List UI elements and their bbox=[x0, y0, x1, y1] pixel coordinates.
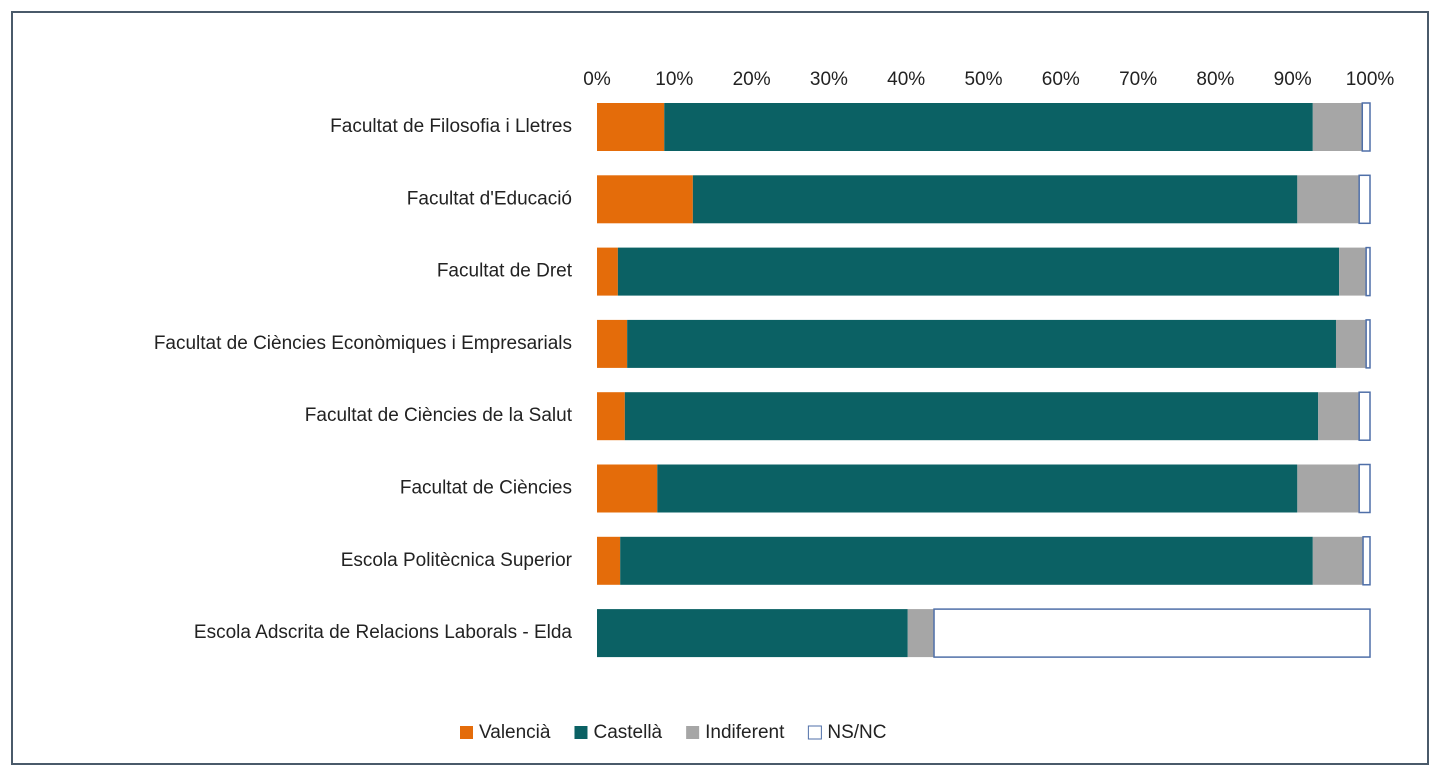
bar-segment bbox=[692, 175, 1298, 224]
bar-segment bbox=[597, 319, 628, 368]
bar-segment bbox=[1312, 103, 1363, 151]
bar-segment bbox=[1362, 536, 1371, 586]
bar-segment bbox=[597, 247, 618, 296]
x-tick-label: 90% bbox=[1274, 69, 1312, 90]
bar-segment bbox=[620, 536, 1313, 585]
x-tick-label: 0% bbox=[583, 69, 611, 90]
y-tick-label: Facultat de Filosofia i Lletres bbox=[330, 116, 572, 137]
x-tick-label: 10% bbox=[655, 69, 693, 90]
legend-label: Valencià bbox=[479, 722, 551, 743]
x-tick-label: 100% bbox=[1346, 69, 1395, 90]
y-tick-label: Facultat de Ciències de la Salut bbox=[305, 405, 573, 426]
bar-segment bbox=[597, 392, 625, 441]
bar-segment bbox=[624, 392, 1319, 441]
bar-segment bbox=[664, 103, 1313, 151]
x-tick-label: 60% bbox=[1042, 69, 1080, 90]
bar-segment bbox=[1358, 391, 1371, 441]
x-tick-label: 20% bbox=[733, 69, 771, 90]
bar-segment bbox=[597, 464, 658, 513]
bar-segment bbox=[1365, 319, 1371, 369]
y-tick-label: Escola Adscrita de Relacions Laborals - … bbox=[194, 622, 573, 643]
y-tick-label: Facultat de Ciències Econòmiques i Empre… bbox=[154, 333, 572, 354]
bar-segment bbox=[617, 247, 1340, 296]
x-tick-label: 40% bbox=[887, 69, 925, 90]
legend-swatch bbox=[807, 725, 822, 740]
legend-swatch bbox=[574, 726, 588, 739]
legend-label: Indiferent bbox=[705, 722, 785, 743]
y-tick-label: Facultat de Dret bbox=[437, 261, 573, 282]
bar-segment bbox=[1358, 463, 1371, 514]
bar-segment bbox=[597, 609, 908, 658]
legend-label: Castellà bbox=[593, 722, 662, 743]
x-tick-label: 80% bbox=[1196, 69, 1234, 90]
bar-segment bbox=[1318, 392, 1360, 441]
bar-segment bbox=[1361, 102, 1371, 152]
bar-segment bbox=[907, 609, 935, 658]
bar-segment bbox=[1312, 536, 1364, 585]
y-tick-label: Facultat de Ciències bbox=[400, 478, 572, 499]
bar-segment bbox=[657, 464, 1298, 513]
x-tick-label: 50% bbox=[964, 69, 1002, 90]
bar-segment bbox=[627, 319, 1336, 368]
x-tick-label: 30% bbox=[810, 69, 848, 90]
bar-segment bbox=[597, 175, 693, 224]
bar-segment bbox=[1335, 319, 1367, 368]
x-tick-label: 70% bbox=[1119, 69, 1157, 90]
bar-segment bbox=[597, 103, 665, 151]
bar-segment bbox=[1339, 247, 1367, 296]
bar-segment bbox=[597, 536, 621, 585]
y-tick-label: Facultat d'Educació bbox=[407, 188, 572, 209]
bar-segment bbox=[1358, 174, 1371, 225]
bar-segment bbox=[1297, 175, 1360, 224]
bar-segment bbox=[1297, 464, 1360, 513]
legend-label: NS/NC bbox=[827, 722, 886, 743]
legend-swatch bbox=[460, 726, 473, 739]
y-tick-label: Escola Politècnica Superior bbox=[341, 550, 573, 571]
legend-swatch bbox=[686, 726, 700, 739]
bar-segment bbox=[1365, 246, 1371, 297]
bar-segment bbox=[933, 608, 1371, 658]
